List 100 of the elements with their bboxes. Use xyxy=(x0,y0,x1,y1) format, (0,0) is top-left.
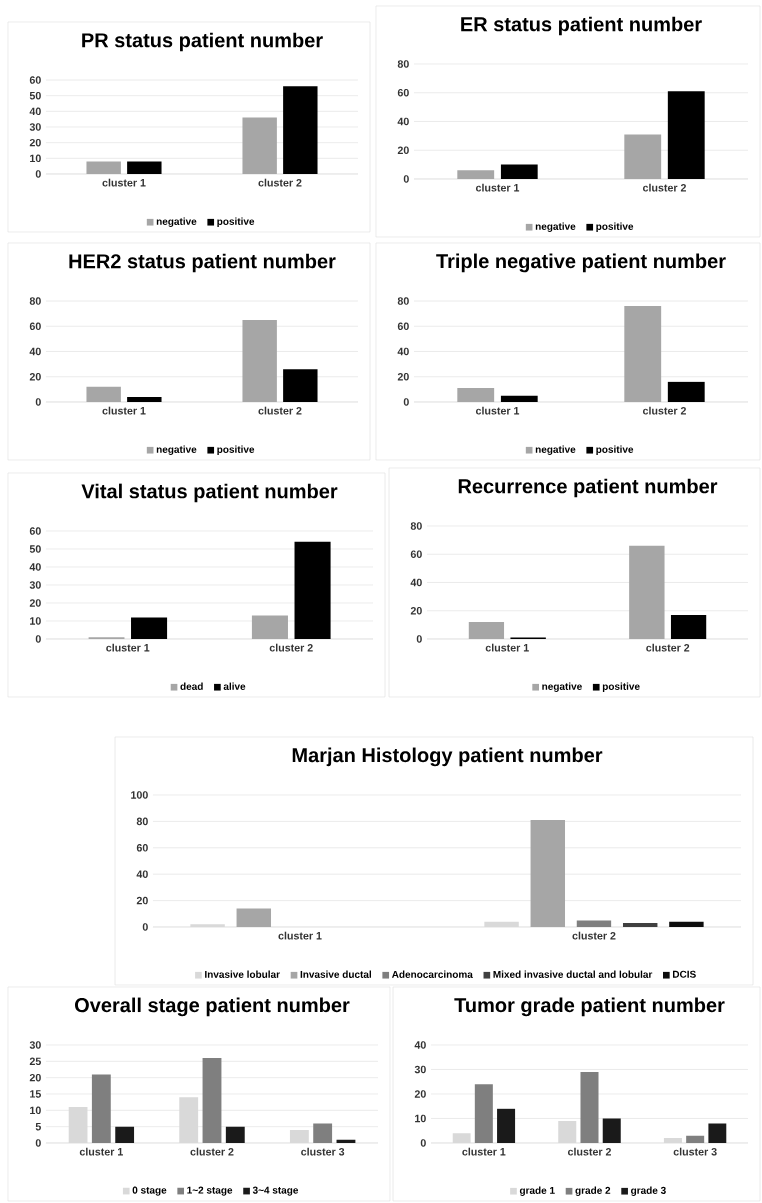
x-tick-label: cluster 1 xyxy=(475,183,520,192)
x-tick-label: cluster 1 xyxy=(278,931,322,940)
x-tick-label: cluster 2 xyxy=(258,178,302,187)
legend-label: negative xyxy=(156,445,197,455)
legend-label: Mixed invasive ductal and lobular xyxy=(493,970,653,978)
x-tick-label: cluster 1 xyxy=(106,643,150,652)
bar xyxy=(576,920,612,927)
x-tick-label: cluster 2 xyxy=(572,931,616,940)
y-tick-label: 20 xyxy=(29,599,41,607)
chart-title: Tumor grade patient number xyxy=(454,997,725,1017)
bar xyxy=(624,134,662,179)
legend-label: Adenocarcinoma xyxy=(391,970,473,978)
bar xyxy=(580,1071,599,1143)
bar xyxy=(242,117,277,174)
bar xyxy=(474,1084,493,1143)
legend-label: Invasive lobular xyxy=(205,970,280,978)
legend-label: positive xyxy=(596,445,634,455)
bar xyxy=(602,1118,621,1143)
y-tick-label: 40 xyxy=(397,117,409,126)
y-tick-label: 10 xyxy=(30,1106,41,1115)
bar xyxy=(313,1123,333,1143)
bar xyxy=(91,1074,111,1143)
y-tick-label: 80 xyxy=(136,817,148,826)
bar xyxy=(115,1126,135,1143)
y-tick-label: 50 xyxy=(29,91,41,100)
y-tick-label: 0 xyxy=(142,923,148,931)
legend-label: positive xyxy=(217,445,255,455)
legend-label: positive xyxy=(602,682,640,692)
bar xyxy=(624,306,662,402)
y-tick-label: 60 xyxy=(397,322,409,331)
bar xyxy=(500,164,538,179)
y-tick-label: 20 xyxy=(410,606,422,615)
x-tick-label: cluster 2 xyxy=(642,406,686,415)
chart-title: Overall stage patient number xyxy=(74,997,350,1017)
legend-label: grade 3 xyxy=(631,1186,666,1196)
bar xyxy=(670,614,707,639)
y-tick-label: 15 xyxy=(30,1090,41,1098)
y-tick-label: 40 xyxy=(397,347,409,356)
legend-label: 1~2 stage xyxy=(187,1186,233,1196)
y-tick-label: 40 xyxy=(136,870,148,878)
chart-title: ER status patient number xyxy=(461,16,702,36)
bar xyxy=(500,395,538,402)
x-tick-label: cluster 2 xyxy=(567,1147,611,1156)
x-tick-label: cluster 1 xyxy=(102,178,146,187)
y-tick-label: 80 xyxy=(397,60,409,68)
y-tick-label: 0 xyxy=(403,398,409,406)
y-tick-label: 0 xyxy=(35,398,41,406)
legend-label: positive xyxy=(596,222,634,232)
chart-title: Recurrence patient number xyxy=(458,478,718,498)
bar xyxy=(468,622,505,639)
x-tick-label: cluster 2 xyxy=(258,406,302,415)
x-tick-label: cluster 1 xyxy=(102,406,146,415)
x-tick-label: cluster 2 xyxy=(642,183,686,192)
chart-title: Vital status patient number xyxy=(81,483,338,503)
x-tick-label: cluster 1 xyxy=(462,1147,506,1156)
bar xyxy=(497,1108,516,1143)
bar xyxy=(294,541,331,639)
bar xyxy=(283,369,318,402)
legend-label: DCIS xyxy=(673,970,696,978)
y-tick-label: 10 xyxy=(30,617,41,625)
y-tick-label: 20 xyxy=(397,372,409,381)
bar xyxy=(86,386,121,402)
legend-label: negative xyxy=(535,222,576,232)
y-tick-label: 80 xyxy=(397,297,409,305)
legend-label: positive xyxy=(217,217,255,227)
bar xyxy=(629,545,665,639)
y-tick-label: 40 xyxy=(29,107,41,116)
chart-title: Marjan Histology patient number xyxy=(292,747,603,767)
chart-title: Triple negative patient number xyxy=(436,253,726,273)
y-tick-label: 20 xyxy=(136,896,148,905)
legend-label: negative xyxy=(542,682,582,692)
y-tick-label: 20 xyxy=(29,1073,41,1082)
y-tick-label: 40 xyxy=(29,563,41,571)
y-tick-label: 0 xyxy=(403,175,409,183)
bar xyxy=(457,388,495,402)
legend-label: 0 stage xyxy=(132,1186,167,1196)
y-tick-label: 25 xyxy=(29,1057,41,1066)
y-tick-label: 0 xyxy=(35,170,41,178)
legend-label: negative xyxy=(156,217,197,227)
y-tick-label: 100 xyxy=(131,791,148,799)
x-tick-label: cluster 3 xyxy=(673,1147,717,1156)
y-tick-label: 80 xyxy=(29,297,41,305)
y-tick-label: 0 xyxy=(35,1139,41,1147)
y-tick-label: 20 xyxy=(414,1090,426,1098)
bar xyxy=(127,396,162,402)
y-tick-label: 20 xyxy=(29,372,41,381)
y-tick-label: 40 xyxy=(410,578,422,587)
bar xyxy=(530,820,566,927)
y-tick-label: 30 xyxy=(29,123,41,131)
chart-title: HER2 status patient number xyxy=(69,253,336,273)
y-tick-label: 60 xyxy=(29,322,41,331)
bar xyxy=(622,923,658,927)
x-tick-label: cluster 1 xyxy=(79,1147,123,1156)
bar xyxy=(283,86,318,174)
bar xyxy=(86,161,121,174)
y-tick-label: 30 xyxy=(29,1041,41,1049)
legend-label: Invasive ductal xyxy=(300,970,371,978)
y-tick-label: 60 xyxy=(29,527,41,535)
y-tick-label: 60 xyxy=(397,88,409,97)
bar xyxy=(131,617,168,639)
